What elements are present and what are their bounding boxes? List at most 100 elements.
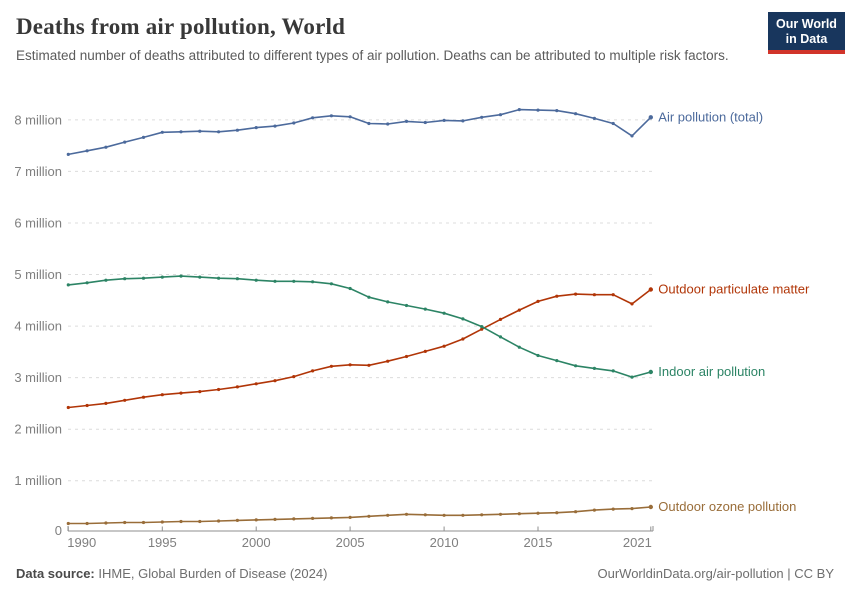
data-point[interactable] [311, 369, 315, 373]
data-point[interactable] [348, 515, 352, 520]
data-point[interactable] [348, 363, 352, 367]
data-point[interactable] [480, 115, 484, 119]
data-point[interactable] [66, 283, 70, 287]
data-point[interactable] [648, 504, 653, 510]
data-point[interactable] [517, 512, 521, 516]
data-point[interactable] [235, 128, 239, 132]
data-point[interactable] [292, 121, 296, 125]
data-point[interactable] [273, 517, 277, 522]
data-point[interactable] [104, 278, 108, 282]
data-point[interactable] [442, 344, 446, 348]
data-point[interactable] [254, 278, 258, 282]
data-point[interactable] [592, 366, 597, 370]
data-point[interactable] [198, 390, 202, 394]
data-point[interactable] [311, 116, 315, 120]
data-point[interactable] [292, 279, 296, 283]
data-point[interactable] [536, 108, 540, 112]
data-point[interactable] [442, 513, 446, 517]
data-point[interactable] [611, 507, 615, 511]
data-point[interactable] [423, 120, 427, 125]
data-point[interactable] [292, 375, 296, 379]
data-point[interactable] [648, 287, 653, 292]
data-point[interactable] [536, 511, 540, 515]
series-outdoor-particulate-matter[interactable]: Outdoor particulate matter [66, 282, 810, 410]
data-point[interactable] [517, 308, 521, 312]
data-point[interactable] [367, 121, 371, 126]
data-point[interactable] [386, 513, 390, 517]
data-point[interactable] [141, 276, 146, 280]
data-point[interactable] [311, 516, 315, 521]
data-point[interactable] [329, 516, 333, 520]
data-point[interactable] [536, 299, 540, 303]
data-point[interactable] [348, 286, 352, 291]
data-point[interactable] [423, 307, 427, 311]
data-point[interactable] [123, 520, 127, 525]
data-point[interactable] [630, 134, 634, 138]
data-point[interactable] [536, 353, 540, 358]
data-point[interactable] [198, 275, 202, 279]
data-point[interactable] [423, 513, 427, 517]
data-point[interactable] [498, 317, 503, 321]
data-point[interactable] [348, 115, 352, 119]
data-point[interactable] [648, 115, 653, 120]
data-point[interactable] [555, 109, 559, 113]
data-point[interactable] [198, 129, 202, 133]
series-indoor-air-pollution[interactable]: Indoor air pollution [66, 274, 766, 380]
data-point[interactable] [592, 116, 597, 120]
data-point[interactable] [404, 512, 409, 516]
data-point[interactable] [630, 302, 634, 306]
data-point[interactable] [273, 124, 277, 128]
data-point[interactable] [104, 521, 108, 525]
data-point[interactable] [386, 122, 390, 126]
data-point[interactable] [498, 113, 503, 117]
data-point[interactable] [480, 513, 484, 517]
data-point[interactable] [555, 359, 559, 363]
data-point[interactable] [404, 354, 409, 359]
data-point[interactable] [329, 364, 333, 368]
data-point[interactable] [329, 114, 333, 118]
data-point[interactable] [85, 403, 89, 408]
data-point[interactable] [442, 118, 446, 122]
data-point[interactable] [442, 311, 446, 315]
data-point[interactable] [254, 382, 258, 386]
series-label[interactable]: Outdoor particulate matter [658, 282, 810, 297]
data-point[interactable] [217, 276, 221, 280]
data-point[interactable] [611, 293, 615, 297]
series-outdoor-ozone-pollution[interactable]: Outdoor ozone pollution [66, 499, 797, 526]
data-point[interactable] [141, 135, 146, 139]
data-point[interactable] [574, 292, 578, 296]
data-point[interactable] [198, 519, 202, 524]
data-point[interactable] [104, 401, 108, 405]
data-point[interactable] [630, 375, 634, 379]
data-point[interactable] [498, 335, 503, 339]
data-point[interactable] [179, 519, 183, 524]
data-point[interactable] [66, 152, 70, 156]
data-point[interactable] [235, 518, 239, 523]
series-label[interactable]: Air pollution (total) [658, 110, 763, 125]
data-point[interactable] [160, 130, 164, 134]
data-point[interactable] [592, 293, 597, 297]
data-point[interactable] [141, 395, 146, 399]
data-point[interactable] [555, 511, 559, 515]
data-point[interactable] [461, 513, 465, 517]
data-point[interactable] [648, 369, 653, 375]
series-label[interactable]: Outdoor ozone pollution [658, 499, 796, 514]
data-point[interactable] [160, 275, 164, 279]
data-point[interactable] [85, 149, 89, 153]
data-point[interactable] [160, 520, 164, 524]
series-air-pollution-total[interactable]: Air pollution (total) [66, 108, 763, 156]
data-point[interactable] [592, 508, 597, 512]
data-point[interactable] [273, 279, 277, 283]
data-point[interactable] [367, 295, 371, 299]
data-point[interactable] [611, 369, 615, 373]
data-point[interactable] [386, 300, 390, 304]
data-point[interactable] [611, 121, 615, 126]
data-point[interactable] [85, 281, 89, 285]
data-point[interactable] [217, 387, 221, 392]
data-point[interactable] [480, 327, 484, 331]
data-point[interactable] [273, 379, 277, 383]
data-point[interactable] [517, 345, 521, 349]
data-point[interactable] [123, 277, 127, 281]
data-point[interactable] [254, 518, 258, 522]
data-point[interactable] [104, 145, 108, 149]
